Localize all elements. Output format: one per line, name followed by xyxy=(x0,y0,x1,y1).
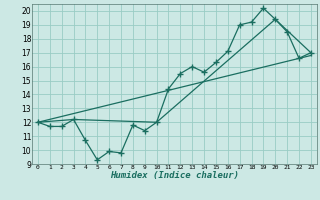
X-axis label: Humidex (Indice chaleur): Humidex (Indice chaleur) xyxy=(110,171,239,180)
